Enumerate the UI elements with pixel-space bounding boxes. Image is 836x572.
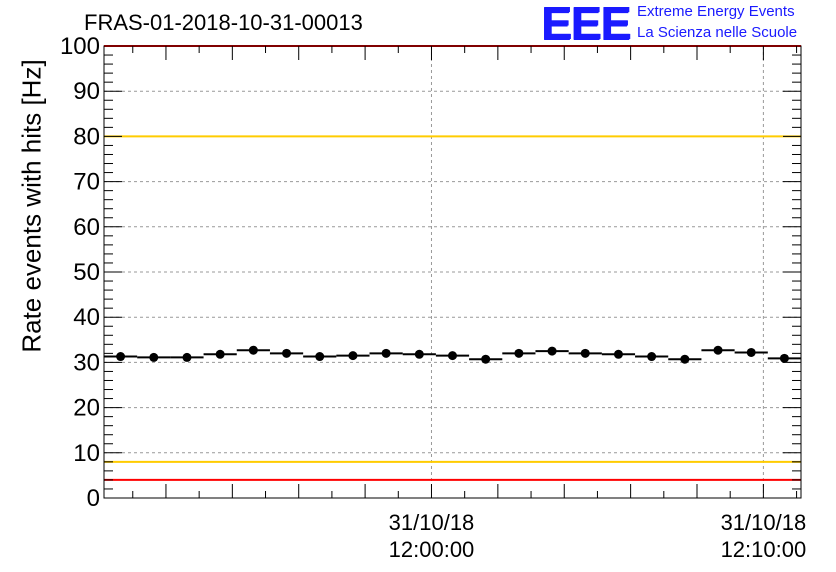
data-point <box>149 352 159 362</box>
data-point <box>680 354 690 364</box>
y-tick-label: 70 <box>73 169 100 196</box>
y-tick-label: 20 <box>73 395 100 422</box>
data-point <box>182 352 192 362</box>
data-point <box>215 349 225 359</box>
y-tick-label: 0 <box>87 485 100 512</box>
chart-title: FRAS-01-2018-10-31-00013 <box>84 10 363 35</box>
data-point <box>315 352 325 362</box>
reference-lines <box>104 45 801 481</box>
data-point <box>381 348 391 358</box>
data-point <box>746 347 756 357</box>
data-point <box>647 352 657 362</box>
data-points <box>104 345 801 364</box>
x-tick-time: 12:10:00 <box>721 537 807 562</box>
y-tick-label: 10 <box>73 440 100 467</box>
data-point <box>613 349 623 359</box>
grid-lines <box>104 46 801 498</box>
data-point <box>713 345 723 355</box>
y-tick-label: 100 <box>60 33 100 60</box>
data-point <box>514 348 524 358</box>
logo-line-1: Extreme Energy Events <box>637 3 795 20</box>
data-point <box>282 348 292 358</box>
y-tick-label: 80 <box>73 123 100 150</box>
logo-line-2: La Scienza nelle Scuole <box>637 24 798 41</box>
data-point <box>779 353 789 363</box>
y-tick-label: 30 <box>73 349 100 376</box>
tick-labels: 010203040506070809010031/10/1812:00:0031… <box>60 33 806 562</box>
y-tick-label: 40 <box>73 304 100 331</box>
data-point <box>116 352 126 362</box>
y-tick-label: 90 <box>73 78 100 105</box>
data-point <box>248 345 258 355</box>
y-axis-label: Rate events with hits [Hz] <box>16 59 47 353</box>
eee-logo: EEE <box>541 0 631 49</box>
data-point <box>348 351 358 361</box>
y-tick-label: 50 <box>73 259 100 286</box>
axis-ticks <box>104 45 801 499</box>
data-point <box>414 349 424 359</box>
x-tick-date: 31/10/18 <box>389 510 475 535</box>
data-point <box>547 346 557 356</box>
data-point <box>448 351 457 361</box>
y-tick-label: 60 <box>73 214 100 241</box>
x-tick-date: 31/10/18 <box>721 510 807 535</box>
data-point <box>481 354 491 364</box>
x-tick-time: 12:00:00 <box>389 537 475 562</box>
data-point <box>580 348 590 358</box>
